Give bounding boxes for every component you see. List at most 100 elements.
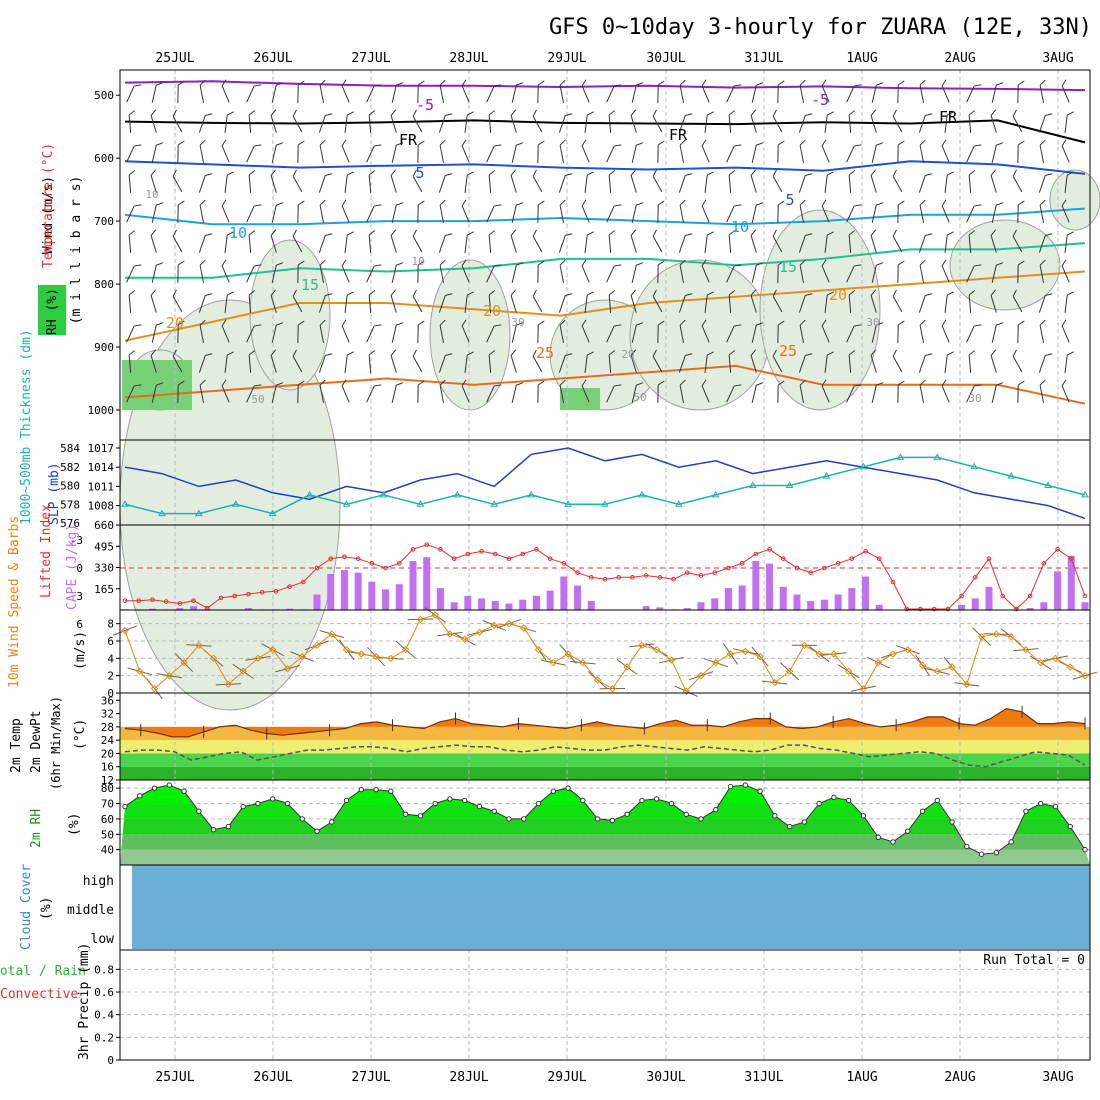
thickness-marker [194, 509, 203, 517]
wind-barb [678, 353, 693, 373]
li-tick-label: 0 [76, 562, 83, 575]
thickness-marker [416, 500, 425, 507]
wind-barb [944, 111, 954, 134]
wind-barb [870, 229, 877, 253]
wind-barb [297, 380, 305, 404]
wind-barb [246, 84, 262, 103]
wind-barb [537, 140, 545, 164]
contour-label: 10 [411, 255, 424, 268]
rh-marker [580, 797, 586, 804]
li-marker [959, 593, 964, 599]
rh-marker [166, 782, 173, 788]
contour-label: FR [669, 126, 688, 144]
cape-bar [409, 561, 417, 610]
wind-barb [944, 231, 954, 254]
cloud-tick-label: high [83, 874, 114, 889]
wind-barb [652, 289, 663, 313]
wind-barb [1017, 380, 1025, 404]
wind-barb [892, 229, 903, 253]
wind-barb [657, 260, 665, 284]
li-marker [945, 606, 951, 612]
precip-tick-label: 0.2 [94, 1031, 114, 1044]
wind-barb [1064, 351, 1074, 374]
cape-bar [1067, 555, 1075, 610]
wind-barb [198, 353, 213, 373]
wind-tick-label: 4 [107, 652, 114, 665]
wind-barb [1064, 291, 1074, 314]
wind-barb [151, 322, 164, 343]
rh-shade-area [1049, 169, 1100, 231]
cape-bar [971, 598, 979, 610]
li-marker [780, 556, 786, 561]
wind-barb [390, 229, 397, 253]
cape-bar [848, 588, 856, 610]
li-marker [259, 589, 265, 595]
wind-speed-marker [977, 632, 986, 641]
wind-barb [391, 142, 404, 163]
li-marker [972, 575, 978, 580]
temp-tick-label: 24 [101, 734, 115, 747]
wind-barb [897, 140, 905, 164]
temp-tick-label: 32 [101, 708, 114, 721]
pressure-tick-label: 500 [94, 89, 114, 102]
rh-marker [845, 797, 852, 804]
wind-barb [486, 384, 502, 403]
wind-barb [966, 384, 982, 403]
wind-barb [511, 142, 524, 163]
pressure-tick-label: 900 [94, 341, 114, 354]
thickness-marker [1007, 472, 1016, 479]
wind-barb [417, 320, 425, 344]
cape-bar [985, 586, 993, 610]
wind-barb [944, 351, 954, 374]
cape-bar [382, 589, 390, 610]
wind-barb [918, 353, 933, 373]
wind-barb [488, 290, 496, 314]
temp-tick-label: 28 [101, 721, 114, 734]
wind-barb [1061, 139, 1070, 163]
cloud-cover-area [132, 865, 1090, 949]
rh-marker [432, 800, 438, 807]
li-marker [328, 556, 334, 561]
li-marker [191, 598, 196, 603]
li-marker [684, 570, 690, 575]
li-tick-label: -3 [70, 534, 83, 547]
wind-barb [918, 113, 933, 133]
wind-barb [391, 382, 404, 403]
rh-marker [978, 851, 985, 857]
date-label-top: 31JUL [744, 51, 783, 66]
wind-barb [366, 84, 382, 103]
temp-tick-label: 12 [101, 774, 114, 787]
li-marker [465, 551, 471, 557]
dewpoint-line [124, 744, 1086, 768]
wind-barb [438, 353, 453, 373]
wind-barb [172, 229, 183, 253]
wind-speed-marker [313, 641, 321, 650]
wind-barb [897, 260, 905, 284]
cape-tick-label: 495 [94, 540, 114, 553]
pressure-tick-label: 1000 [88, 404, 115, 417]
li-marker [1000, 593, 1006, 599]
wind-barb [248, 110, 256, 134]
wind-barb [221, 319, 230, 343]
rh-marker [831, 794, 837, 801]
wind-speed-marker [697, 671, 705, 680]
rh-marker [757, 788, 763, 794]
wind-barb [821, 259, 830, 283]
rh-band [120, 834, 1090, 850]
wind-speed-marker [844, 667, 853, 676]
li-marker [904, 606, 910, 612]
temp-band [120, 753, 1090, 767]
wind-speed-marker [342, 645, 351, 654]
wind-barb [728, 110, 736, 134]
li-tick-label: 6 [76, 618, 83, 631]
wind-barb [678, 173, 693, 193]
wind-barb [558, 293, 573, 313]
wind-barb [271, 82, 284, 103]
precip-tick-label: 0.8 [94, 963, 114, 976]
wind-barb [606, 264, 622, 283]
wind-barb [584, 351, 594, 374]
cloud-tick-label: middle [67, 903, 114, 918]
wind-speed-marker [564, 650, 572, 658]
wind-barb [772, 229, 783, 253]
li-marker [136, 598, 142, 603]
